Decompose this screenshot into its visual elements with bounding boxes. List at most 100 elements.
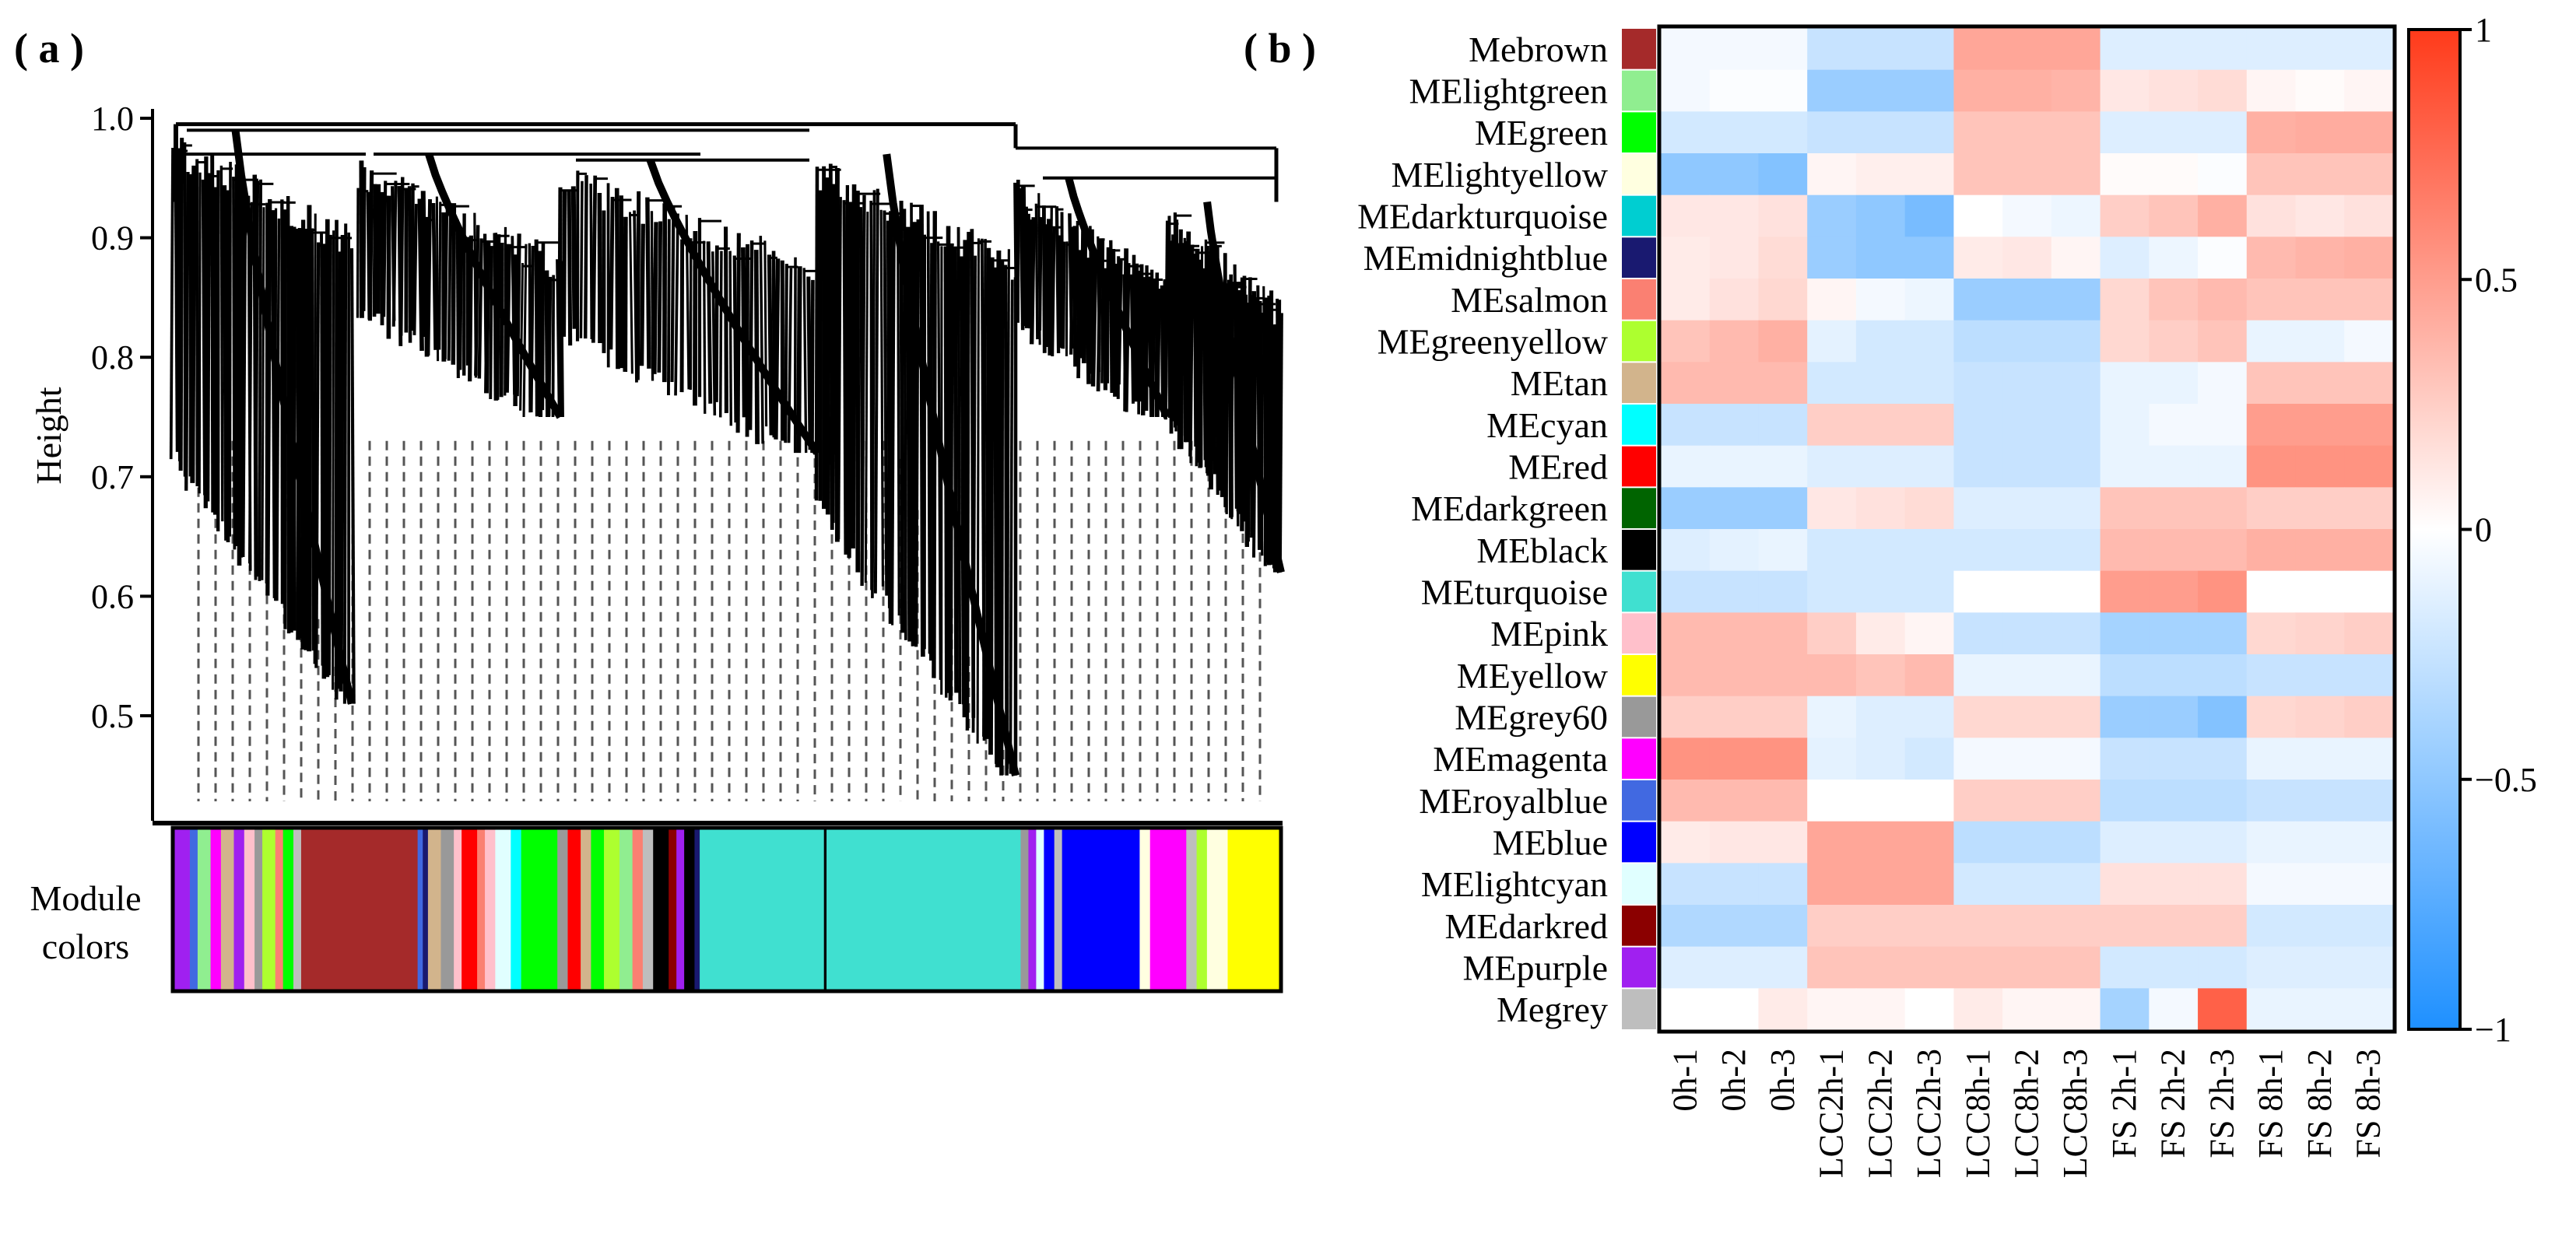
heatmap-cell	[2344, 237, 2394, 279]
heatmap-cell	[2246, 654, 2297, 697]
heatmap-cell	[1709, 487, 1759, 530]
dendro-leaf-branch	[1251, 298, 1258, 558]
row-color-swatch	[1622, 195, 1656, 237]
row-label: MEdarkred	[1445, 906, 1608, 946]
heatmap-cell	[1855, 946, 1906, 989]
heatmap-cell	[1855, 279, 1906, 321]
heatmap-cell	[2100, 362, 2150, 405]
colorbar-tick-label: −0.5	[2475, 761, 2537, 799]
heatmap-cell	[1855, 738, 1906, 780]
colorbar-tick-label: 0.5	[2475, 261, 2518, 299]
dendro-leaf-branch	[1085, 258, 1091, 384]
heatmap-cell	[2198, 780, 2248, 822]
heatmap-cell	[2295, 654, 2345, 697]
column-label: FS 2h-3	[2202, 1049, 2241, 1158]
y-tick-label: 1.0	[91, 100, 134, 138]
dendro-leaf-branch	[679, 239, 685, 393]
heatmap-cell	[2295, 404, 2345, 447]
heatmap-cell	[1661, 404, 1711, 447]
module-color-segment	[233, 829, 245, 990]
heatmap-cell	[2246, 237, 2297, 279]
module-color-segment	[521, 829, 558, 990]
module-color-segment	[1044, 829, 1055, 990]
dendro-leaf-branch	[225, 190, 230, 543]
module-color-segment	[653, 829, 669, 990]
y-axis-label: Height	[29, 387, 68, 484]
heatmap-cell	[1709, 612, 1759, 655]
heatmap-cell	[1661, 320, 1711, 363]
heatmap-cell	[2246, 946, 2297, 989]
heatmap-cell	[2002, 946, 2052, 989]
module-color-segment	[220, 829, 235, 990]
heatmap-cell	[2198, 28, 2248, 71]
heatmap-cell	[2051, 111, 2101, 154]
dendro-leaf-branch	[847, 201, 853, 558]
heatmap-cell	[1904, 153, 1954, 196]
heatmap-cell	[1661, 946, 1711, 989]
module-color-segment	[254, 829, 263, 990]
heatmap-cell	[1855, 69, 1906, 112]
heatmap-cell	[2246, 905, 2297, 948]
row-label: MEcyan	[1486, 405, 1608, 445]
column-label: FS 8h-1	[2251, 1049, 2290, 1158]
dendro-leaf-branch	[910, 202, 914, 647]
dendro-leaf-branch	[174, 149, 180, 452]
heatmap-cell	[1904, 696, 1954, 738]
module-color-segment	[1036, 829, 1044, 990]
heatmap-cell	[2100, 946, 2150, 989]
dendro-leaf-branch	[830, 184, 837, 524]
heatmap-cell	[2002, 237, 2052, 279]
heatmap-cell	[1807, 988, 1857, 1031]
heatmap-cell	[2051, 863, 2101, 906]
row-label: MEsalmon	[1451, 280, 1608, 320]
dendro-leaf-branch	[1029, 217, 1036, 345]
dendro-leaf-branch	[871, 190, 876, 598]
dendro-leaf-branch	[522, 244, 528, 418]
module-color-segment	[1196, 829, 1208, 990]
dendro-leaf-branch	[376, 184, 381, 314]
heatmap-cell	[2246, 821, 2297, 864]
heatmap-cell	[2198, 445, 2248, 488]
heatmap-cell	[1807, 696, 1857, 738]
heatmap-cell	[2100, 863, 2150, 906]
heatmap-cell	[2198, 696, 2248, 738]
module-color-segment	[619, 829, 633, 990]
dendro-leaf-branch	[891, 212, 896, 626]
heatmap-frame	[1657, 24, 2397, 1034]
heatmap-cell	[1758, 654, 1808, 697]
heatmap-cell	[1807, 821, 1857, 864]
heatmap-cell	[1953, 362, 2003, 405]
dendro-leaf-branch	[810, 279, 815, 454]
row-color-swatch	[1622, 571, 1656, 612]
dendro-leaf-branch	[873, 188, 879, 594]
heatmap-cell	[2198, 404, 2248, 447]
dendro-leaf-branch	[367, 170, 374, 321]
module-color-segment	[440, 829, 454, 990]
heatmap-cell	[1904, 905, 1954, 948]
dendro-leaf-branch	[652, 222, 658, 374]
dendro-leaf-branch	[534, 239, 539, 417]
dendro-leaf-branch	[767, 254, 774, 436]
heatmap-cell	[1758, 69, 1808, 112]
heatmap-cell	[2149, 612, 2199, 655]
heatmap-cell	[1855, 237, 1906, 279]
heatmap-cell	[2051, 404, 2101, 447]
heatmap-cell	[1758, 362, 1808, 405]
module-color-segment	[293, 829, 302, 990]
heatmap-cell	[1855, 445, 1906, 488]
dendro-leaf-branch	[1195, 249, 1200, 467]
heatmap-cell	[1709, 445, 1759, 488]
heatmap-cell	[2149, 654, 2199, 697]
heatmap-cell	[1855, 821, 1906, 864]
heatmap-cell	[1904, 863, 1954, 906]
dendro-leaf-branch	[1233, 264, 1238, 509]
dendro-leaf-branch	[965, 231, 970, 731]
heatmap-cell	[2051, 780, 2101, 822]
heatmap-cell	[2100, 279, 2150, 321]
dendro-leaf-branch	[359, 160, 364, 318]
heatmap-cell	[1661, 821, 1711, 864]
heatmap-cell	[2295, 612, 2345, 655]
heatmap-cell	[2344, 654, 2394, 697]
heatmap-cell	[1709, 696, 1759, 738]
dendro-leaf-branch	[919, 205, 925, 657]
